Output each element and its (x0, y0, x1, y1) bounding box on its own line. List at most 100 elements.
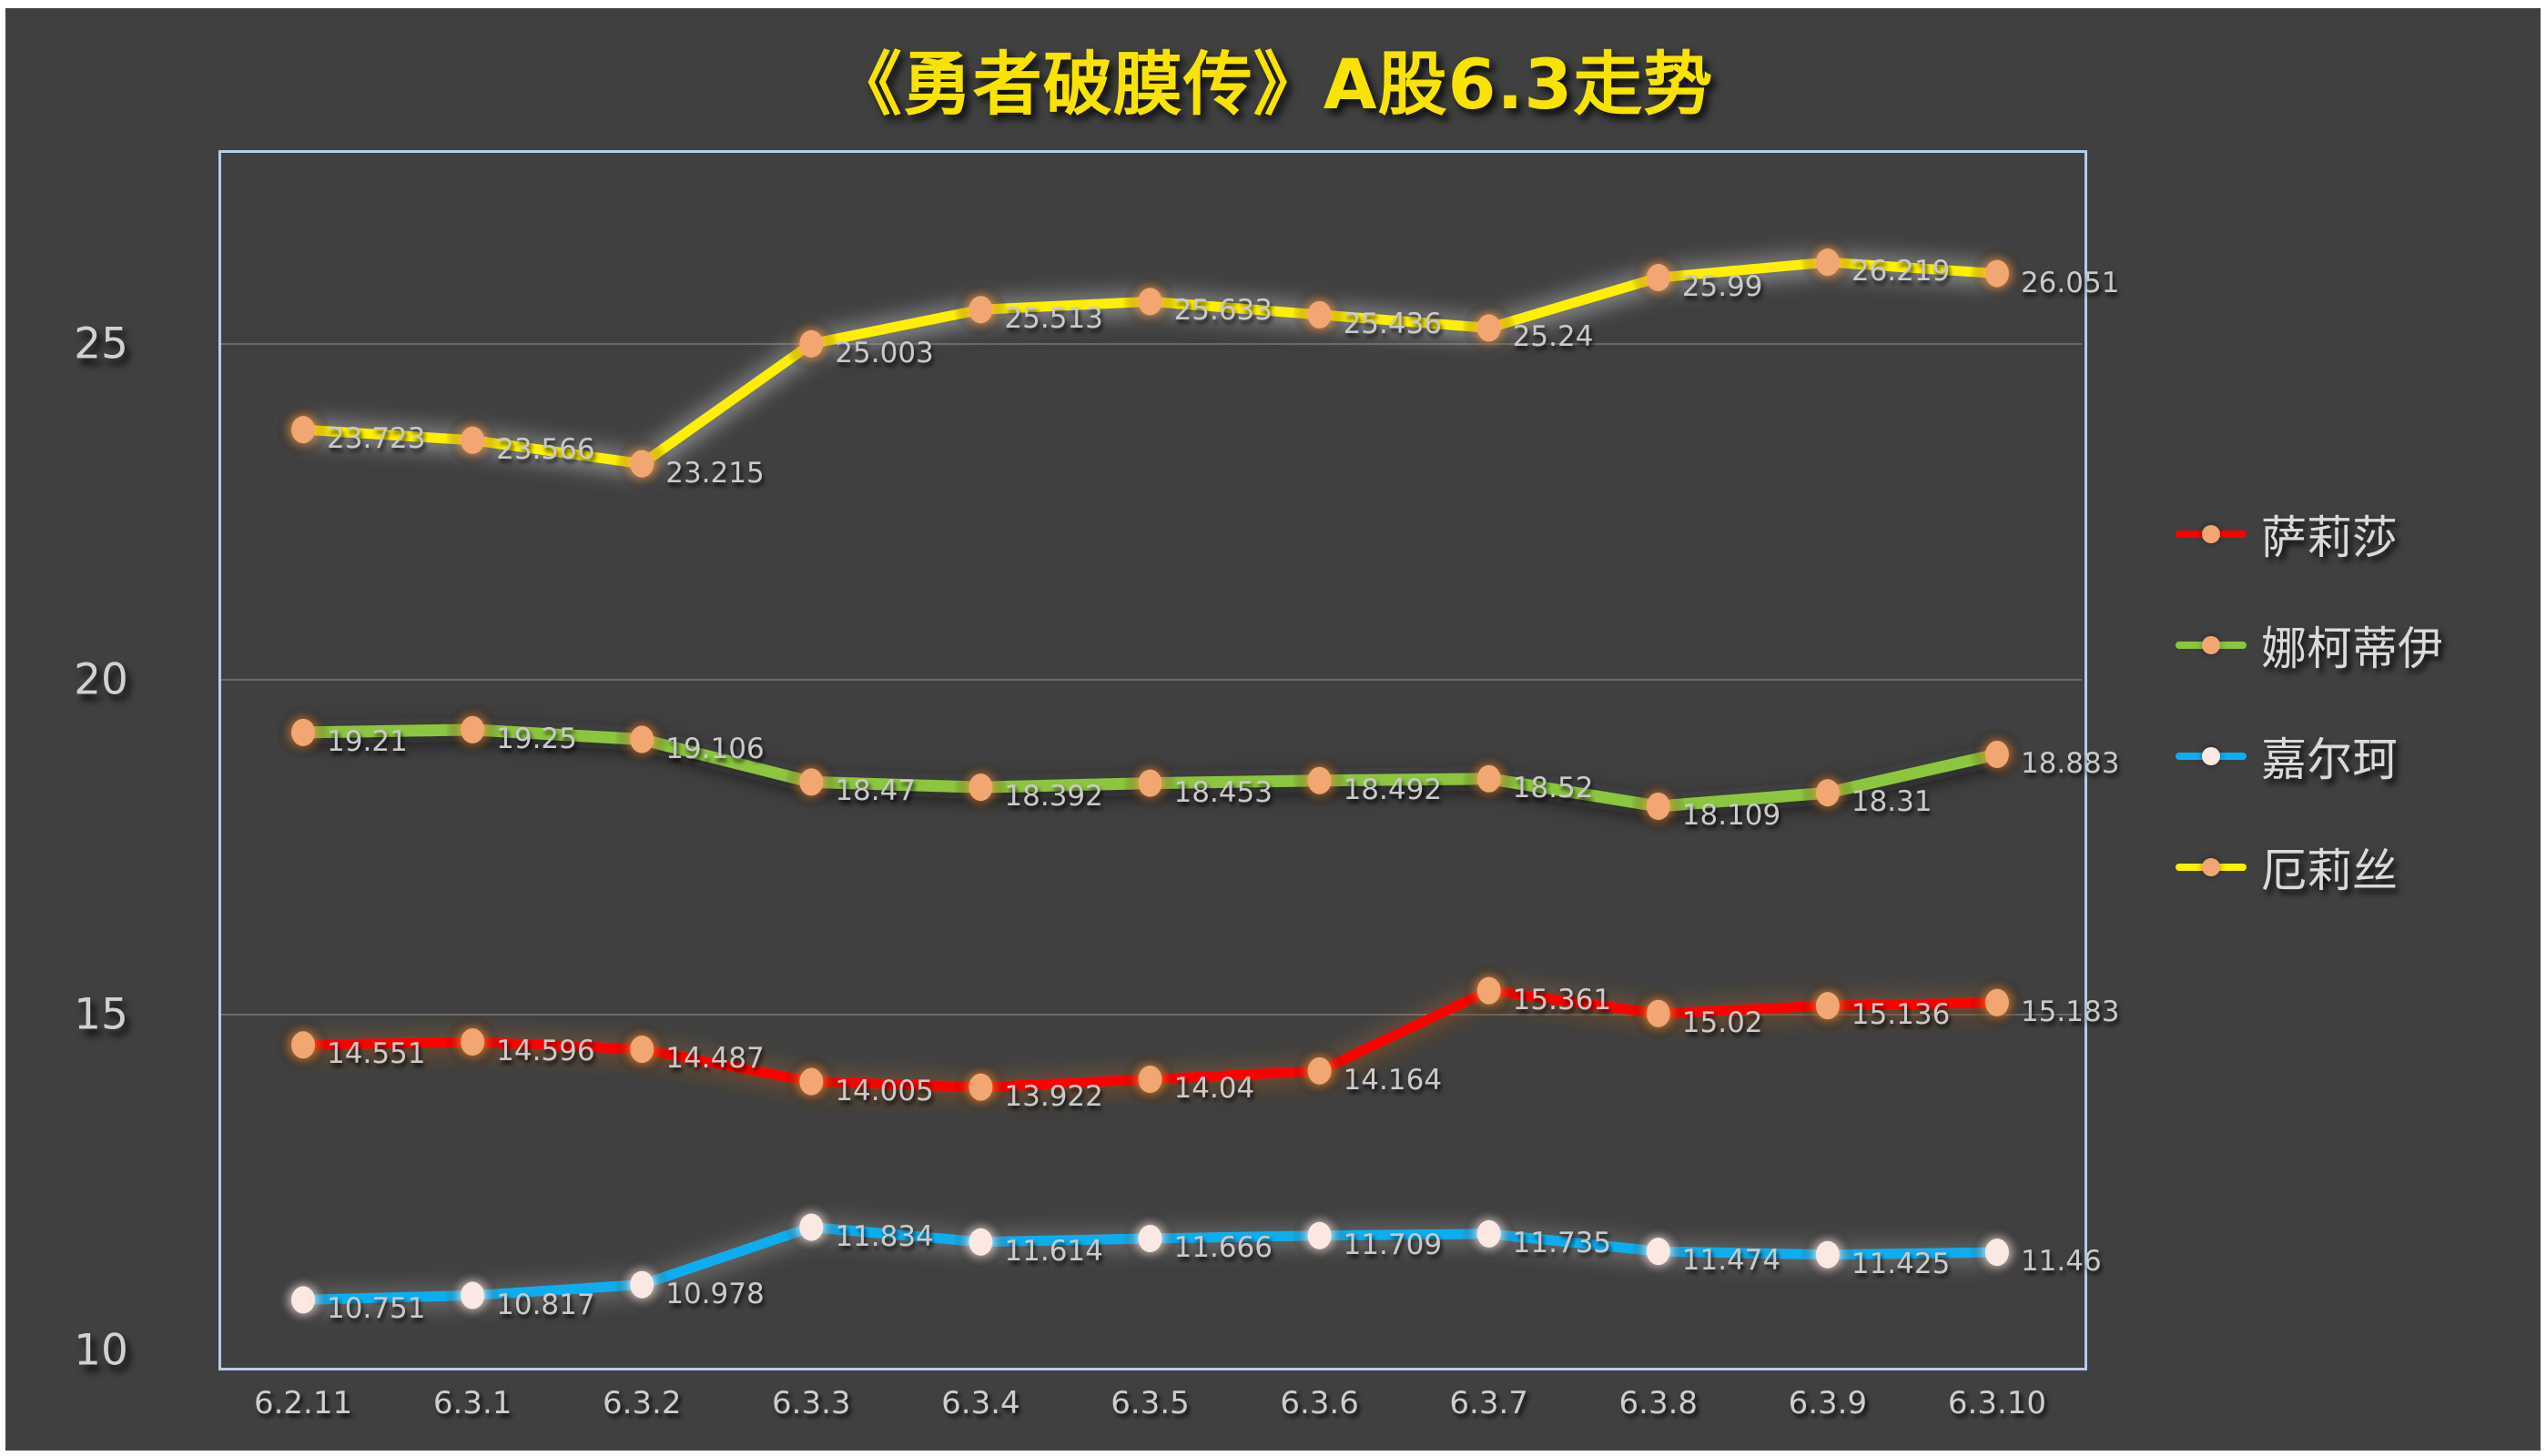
x-axis-tick-label: 6.3.10 (1947, 1385, 2047, 1421)
legend-label: 嘉尔珂 (2261, 733, 2398, 786)
data-label: 14.596 (496, 1034, 595, 1067)
y-axis-tick-label: 15 (74, 989, 128, 1040)
data-label: 19.25 (496, 722, 577, 755)
legend: 萨莉莎 娜柯蒂伊嘉尔珂厄莉丝 (2176, 479, 2443, 923)
data-label: 25.513 (1004, 302, 1103, 336)
data-label: 23.215 (665, 456, 765, 490)
legend-line-swatch (2176, 746, 2247, 766)
data-point-marker (630, 725, 654, 753)
data-point-marker (1646, 1238, 1670, 1266)
data-point-marker (630, 1270, 654, 1299)
chart-title: 《勇者破膜传》A股6.3走势 (832, 44, 1714, 125)
data-point-marker (969, 1228, 993, 1256)
data-point-marker (630, 450, 654, 478)
data-point-marker (799, 1213, 824, 1241)
data-label: 15.136 (1851, 998, 1951, 1032)
gridline (218, 343, 2082, 346)
data-label: 18.492 (1343, 773, 1443, 806)
data-point-marker (1646, 264, 1670, 292)
data-label: 11.425 (1851, 1247, 1951, 1280)
data-label: 11.834 (835, 1219, 934, 1253)
x-axis-tick-label: 6.3.1 (432, 1385, 512, 1421)
data-label: 25.24 (1512, 320, 1594, 354)
data-label: 26.051 (2020, 266, 2120, 299)
data-point-marker (291, 718, 316, 746)
data-point-marker (1815, 1240, 1840, 1269)
data-label: 23.566 (496, 432, 595, 466)
legend-marker-dot (2202, 636, 2220, 654)
data-point-marker (291, 1286, 316, 1314)
data-point-marker (799, 1067, 824, 1096)
data-label: 11.735 (1512, 1226, 1612, 1259)
data-label: 18.109 (1681, 799, 1781, 833)
data-point-marker (1307, 1057, 1332, 1085)
data-label: 25.003 (835, 336, 934, 369)
data-label: 11.666 (1173, 1230, 1273, 1264)
data-point-marker (461, 1027, 485, 1056)
data-point-marker (461, 715, 485, 743)
data-point-marker (1307, 766, 1332, 794)
data-point-marker (799, 329, 824, 358)
legend-item-2: 嘉尔珂 (2176, 701, 2443, 812)
data-label: 15.361 (1512, 983, 1612, 1016)
series-layer (276, 235, 2024, 1328)
data-label: 14.487 (665, 1042, 765, 1076)
data-label: 15.02 (1681, 1006, 1763, 1039)
legend-label: 厄莉丝 (2261, 844, 2398, 897)
data-point-marker (799, 768, 824, 796)
legend-marker-dot (2202, 525, 2220, 543)
x-axis-tick-label: 6.3.2 (602, 1385, 682, 1421)
data-label: 14.005 (835, 1074, 934, 1107)
legend-line-swatch (2176, 524, 2247, 544)
x-axis-tick-label: 6.3.3 (772, 1385, 851, 1421)
data-label: 25.99 (1681, 270, 1763, 304)
data-label: 11.46 (2020, 1245, 2102, 1279)
data-label: 26.219 (1851, 255, 1951, 288)
data-point-marker (1307, 300, 1332, 329)
data-label: 18.31 (1851, 785, 1932, 819)
data-label: 11.474 (1681, 1244, 1781, 1278)
legend-item-1: 娜柯蒂伊 (2176, 590, 2443, 701)
legend-line-swatch (2176, 857, 2247, 877)
y-axis-tick-label: 10 (74, 1325, 128, 1376)
x-axis-tick-label: 6.3.4 (941, 1385, 1020, 1421)
chart-background: 《勇者破膜传》A股6.3走势 10 15 20 25 6.2.11 6.3.1 6.3.2… (5, 8, 2541, 1451)
data-point-marker (1476, 976, 1501, 1005)
data-point-marker (1138, 769, 1162, 797)
data-point-marker (1646, 999, 1670, 1027)
data-point-marker (291, 416, 316, 444)
data-point-marker (1476, 764, 1501, 793)
data-point-marker (969, 296, 993, 324)
data-point-marker (291, 1031, 316, 1059)
data-label: 15.183 (2020, 995, 2120, 1028)
data-point-marker (1815, 248, 1840, 277)
gridline (218, 1014, 2082, 1016)
legend-marker-dot (2202, 858, 2220, 876)
x-axis-tick-label: 6.2.11 (253, 1385, 353, 1421)
data-point-marker (1984, 988, 2009, 1016)
data-label: 14.164 (1343, 1063, 1443, 1097)
data-label: 14.551 (327, 1037, 426, 1071)
data-label: 14.04 (1173, 1071, 1255, 1105)
data-point-marker (1138, 1224, 1162, 1252)
data-point-marker (1476, 314, 1501, 342)
data-point-marker (969, 774, 993, 802)
data-point-marker (630, 1036, 654, 1064)
data-label: 10.978 (665, 1277, 765, 1310)
data-label: 18.47 (835, 774, 917, 808)
data-point-marker (1815, 779, 1840, 807)
data-label: 19.21 (327, 724, 408, 758)
data-label: 10.751 (327, 1292, 426, 1326)
x-axis-tick-label: 6.3.8 (1618, 1385, 1699, 1421)
legend-line-swatch (2176, 635, 2247, 655)
data-point-marker (969, 1073, 993, 1101)
legend-marker-dot (2202, 747, 2220, 765)
legend-item-0: 萨莉莎 (2176, 479, 2443, 590)
x-axis-tick-label: 6.3.6 (1280, 1385, 1359, 1421)
data-point-marker (1138, 288, 1162, 316)
data-point-marker (461, 426, 485, 454)
gridline (218, 678, 2082, 681)
data-point-marker (1984, 740, 2009, 768)
legend-item-3: 厄莉丝 (2176, 812, 2443, 923)
data-label: 23.723 (327, 422, 426, 456)
